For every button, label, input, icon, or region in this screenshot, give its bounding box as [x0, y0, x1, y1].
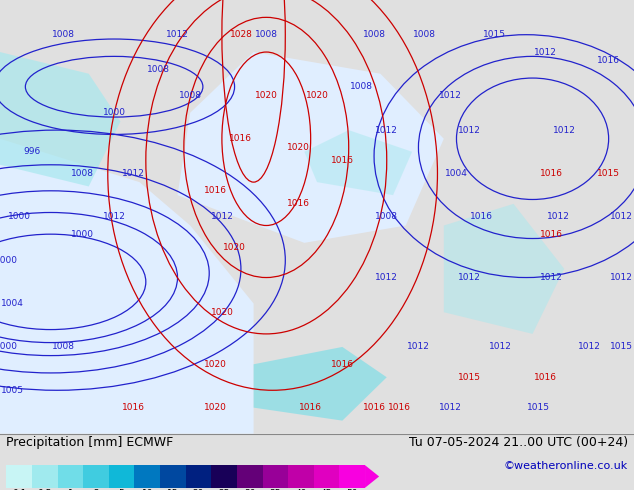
- Text: 1015: 1015: [458, 373, 481, 382]
- Text: 1015: 1015: [527, 403, 550, 412]
- Bar: [32, 465, 58, 488]
- Bar: [6, 465, 32, 488]
- Text: 1016: 1016: [331, 360, 354, 369]
- Text: 1012: 1012: [122, 169, 145, 178]
- Text: 1016: 1016: [230, 134, 252, 143]
- Text: 1020: 1020: [255, 91, 278, 100]
- Bar: [83, 465, 109, 488]
- Text: 1008: 1008: [147, 65, 170, 74]
- Polygon shape: [178, 52, 444, 243]
- Text: 1008: 1008: [52, 343, 75, 351]
- Text: 1016: 1016: [204, 186, 227, 196]
- Text: 1012: 1012: [458, 125, 481, 135]
- Text: 1012: 1012: [439, 403, 462, 412]
- Text: 1015: 1015: [610, 343, 633, 351]
- Text: 1012: 1012: [610, 212, 633, 221]
- Text: 1012: 1012: [610, 273, 633, 282]
- Bar: [314, 465, 339, 488]
- Text: 1008: 1008: [413, 30, 436, 39]
- Text: 1012: 1012: [103, 212, 126, 221]
- Text: 1012: 1012: [547, 212, 569, 221]
- Text: 1012: 1012: [375, 125, 398, 135]
- Bar: [186, 465, 211, 488]
- Text: 1008: 1008: [52, 30, 75, 39]
- Text: 1000: 1000: [103, 108, 126, 117]
- Text: 1016: 1016: [331, 156, 354, 165]
- Text: 1004: 1004: [1, 299, 24, 308]
- Text: 1008: 1008: [71, 169, 94, 178]
- Text: 1015: 1015: [597, 169, 620, 178]
- Text: 1016: 1016: [534, 373, 557, 382]
- Text: 1008: 1008: [179, 91, 202, 100]
- Text: 1016: 1016: [540, 230, 563, 239]
- Text: ©weatheronline.co.uk: ©weatheronline.co.uk: [503, 461, 628, 471]
- Bar: [288, 465, 314, 488]
- Polygon shape: [365, 465, 379, 488]
- Text: 1020: 1020: [204, 403, 227, 412]
- Text: Precipitation [mm] ECMWF: Precipitation [mm] ECMWF: [6, 437, 174, 449]
- Polygon shape: [0, 52, 120, 187]
- Text: 1008: 1008: [375, 212, 398, 221]
- Text: 1016: 1016: [388, 403, 411, 412]
- Text: 1016: 1016: [597, 56, 620, 65]
- Text: 1012: 1012: [489, 343, 512, 351]
- Text: 1008: 1008: [255, 30, 278, 39]
- Text: 1000: 1000: [71, 230, 94, 239]
- Text: 1012: 1012: [439, 91, 462, 100]
- Polygon shape: [444, 204, 564, 334]
- Bar: [211, 465, 237, 488]
- Polygon shape: [0, 139, 254, 434]
- Text: Tu 07-05-2024 21..00 UTC (00+24): Tu 07-05-2024 21..00 UTC (00+24): [408, 437, 628, 449]
- Text: 1016: 1016: [363, 403, 385, 412]
- Text: 1016: 1016: [287, 199, 309, 208]
- Text: 1005: 1005: [1, 386, 24, 395]
- Bar: [109, 465, 134, 488]
- Text: 1028: 1028: [230, 30, 252, 39]
- Text: 1012: 1012: [578, 343, 601, 351]
- Text: 1016: 1016: [122, 403, 145, 412]
- Text: 996: 996: [23, 147, 41, 156]
- Text: 1012: 1012: [407, 343, 430, 351]
- Text: 1008: 1008: [350, 82, 373, 91]
- Text: 1000: 1000: [8, 212, 30, 221]
- Text: 1008: 1008: [363, 30, 385, 39]
- Text: 1004: 1004: [445, 169, 468, 178]
- Bar: [134, 465, 160, 488]
- Text: 1000: 1000: [0, 256, 18, 265]
- Text: 1012: 1012: [210, 212, 233, 221]
- Polygon shape: [304, 130, 412, 195]
- Text: 1012: 1012: [534, 48, 557, 56]
- Text: 1012: 1012: [540, 273, 563, 282]
- Text: 1020: 1020: [287, 143, 309, 152]
- Bar: [262, 465, 288, 488]
- Text: 1020: 1020: [210, 308, 233, 317]
- Bar: [160, 465, 186, 488]
- Text: 1012: 1012: [375, 273, 398, 282]
- Text: 1000: 1000: [0, 343, 18, 351]
- Text: 1020: 1020: [223, 243, 246, 252]
- Bar: [339, 465, 365, 488]
- Polygon shape: [254, 347, 387, 420]
- Text: 1020: 1020: [306, 91, 328, 100]
- Text: 1015: 1015: [483, 30, 506, 39]
- Text: 1016: 1016: [540, 169, 563, 178]
- Bar: [237, 465, 262, 488]
- Text: 1020: 1020: [204, 360, 227, 369]
- Text: 1016: 1016: [299, 403, 322, 412]
- Text: 1016: 1016: [470, 212, 493, 221]
- Bar: [58, 465, 83, 488]
- Text: 1012: 1012: [166, 30, 189, 39]
- Text: 1012: 1012: [458, 273, 481, 282]
- Text: 1012: 1012: [553, 125, 576, 135]
